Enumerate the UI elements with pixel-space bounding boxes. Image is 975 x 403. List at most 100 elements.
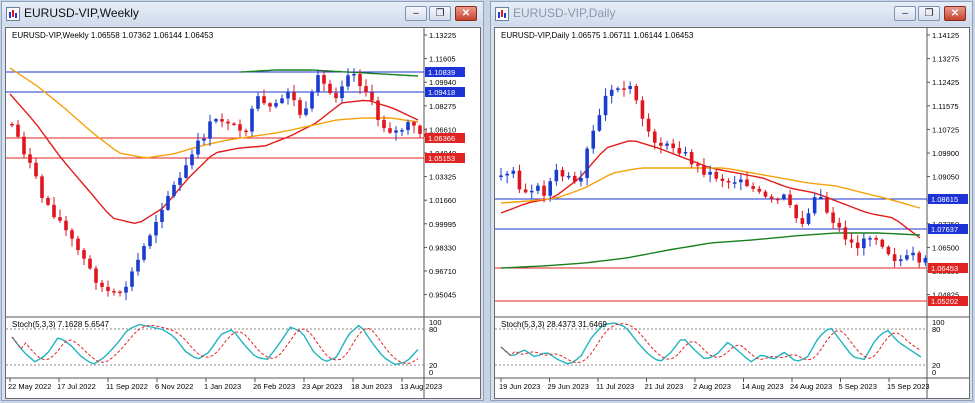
weekly-chart-area[interactable]: EURUSD-VIP,Weekly 1.06558 1.07362 1.0614… [5,27,481,399]
candle-body [505,173,509,176]
candle-body [591,130,596,149]
candle-body [573,175,577,182]
candle-body [142,246,146,260]
candle-body [819,197,823,199]
price-scale-label: 1.09050 [932,173,959,182]
candle-body [316,75,320,92]
candle-body [226,121,230,124]
price-tag-label: 1.07637 [931,225,958,234]
candle-body [280,98,284,104]
price-tag [425,133,465,143]
candle-body [788,194,792,206]
candle-body [714,171,719,179]
ma-slow-line [500,232,921,269]
price-tag [928,263,968,273]
close-button[interactable]: ✕ [455,6,477,21]
candle-body [825,197,829,213]
candle-body [310,91,314,109]
candle-body [923,257,928,263]
candle-body [880,239,885,247]
candle-body [16,124,20,137]
price-tag-label: 1.06453 [931,264,958,273]
close-button[interactable]: ✕ [944,6,966,21]
stoch-header: Stoch(5,3,3) 28.4373 31.6469 [501,320,607,329]
candle-body [708,171,712,175]
weekly-chart-canvas[interactable]: EURUSD-VIP,Weekly 1.06558 1.07362 1.0614… [6,28,480,398]
candle-body [634,86,639,101]
stoch-scale-label: 100 [429,318,442,327]
candle-body [406,122,410,131]
date-label: 26 Feb 2023 [253,382,295,391]
candle-body [597,115,602,131]
stoch-main-line [11,323,419,366]
candle-body [566,175,571,178]
stoch-scale-label: 20 [429,361,437,370]
candle-body [160,209,164,222]
title-bar[interactable]: EURUSD-VIP,Daily – ❐ ✕ [491,2,972,26]
candle-body [646,118,651,132]
candle-body [52,204,56,218]
candle-body [763,191,768,197]
candle-body [358,74,362,87]
restore-button[interactable]: ❐ [918,6,940,21]
stoch-scale-label: 0 [932,368,936,377]
candle-body [751,186,755,189]
price-scale-label: 1.01660 [429,196,456,205]
price-tag [425,87,465,97]
stoch-main-line [500,322,922,365]
price-tag-label: 1.05202 [931,297,958,306]
minimize-button[interactable]: – [894,6,916,21]
candle-body [364,86,368,93]
stoch-scale-label: 20 [932,361,940,370]
candle-body [689,152,694,165]
candle-body [652,131,657,143]
candle-body [529,190,534,193]
price-scale-label: 1.13225 [429,31,456,40]
candle-body [340,86,344,99]
candle-body [70,230,74,239]
candle-body [352,74,356,76]
candle-body [843,227,848,240]
candle-body [616,88,620,90]
price-scale-label: 1.10725 [932,125,959,134]
price-scale-label: 1.14125 [932,31,959,40]
price-scale-label: 1.09940 [429,78,456,87]
daily-chart-area[interactable]: EURUSD-VIP,Daily 1.06575 1.06711 1.06144… [494,27,970,399]
candle-body [40,176,44,198]
daily-chart-canvas[interactable]: EURUSD-VIP,Daily 1.06575 1.06711 1.06144… [495,28,969,398]
restore-button[interactable]: ❐ [429,6,451,21]
candle-body [304,108,308,115]
candle-body [394,130,398,133]
title-bar[interactable]: EURUSD-VIP,Weekly – ❐ ✕ [2,2,483,26]
price-tag-label: 1.10839 [428,68,455,77]
price-scale-label: 1.11575 [932,102,959,111]
candle-body [220,119,224,122]
date-label: 1 Jan 2023 [204,382,241,391]
candle-body [831,212,835,223]
candle-body [274,103,278,107]
candle-body [388,128,392,133]
candle-body [677,148,682,154]
ma-slow-line [240,69,419,77]
candle-body [238,124,242,131]
minimize-button[interactable]: – [405,6,427,21]
candle-body [82,250,86,259]
candle-body [268,103,272,107]
candle-body [782,194,786,199]
candle-body [64,220,68,231]
candle-body [346,75,350,87]
candle-body [603,95,608,116]
candle-body [775,198,780,201]
price-scale-label: 0.98330 [429,243,456,252]
weekly-chart-window[interactable]: EURUSD-VIP,Weekly – ❐ ✕ EURUSD-VIP,Weekl… [1,1,484,401]
price-tag-label: 1.08615 [931,195,958,204]
daily-chart-window[interactable]: EURUSD-VIP,Daily – ❐ ✕ EURUSD-VIP,Daily … [490,1,973,401]
chart-window-icon [495,7,509,21]
candle-body [640,100,645,119]
date-label: 11 Jul 2023 [596,382,634,391]
price-tag [928,296,968,306]
candle-body [794,205,798,219]
candle-body [800,218,805,224]
price-tag-label: 1.09418 [428,88,455,97]
candle-body [208,121,212,139]
